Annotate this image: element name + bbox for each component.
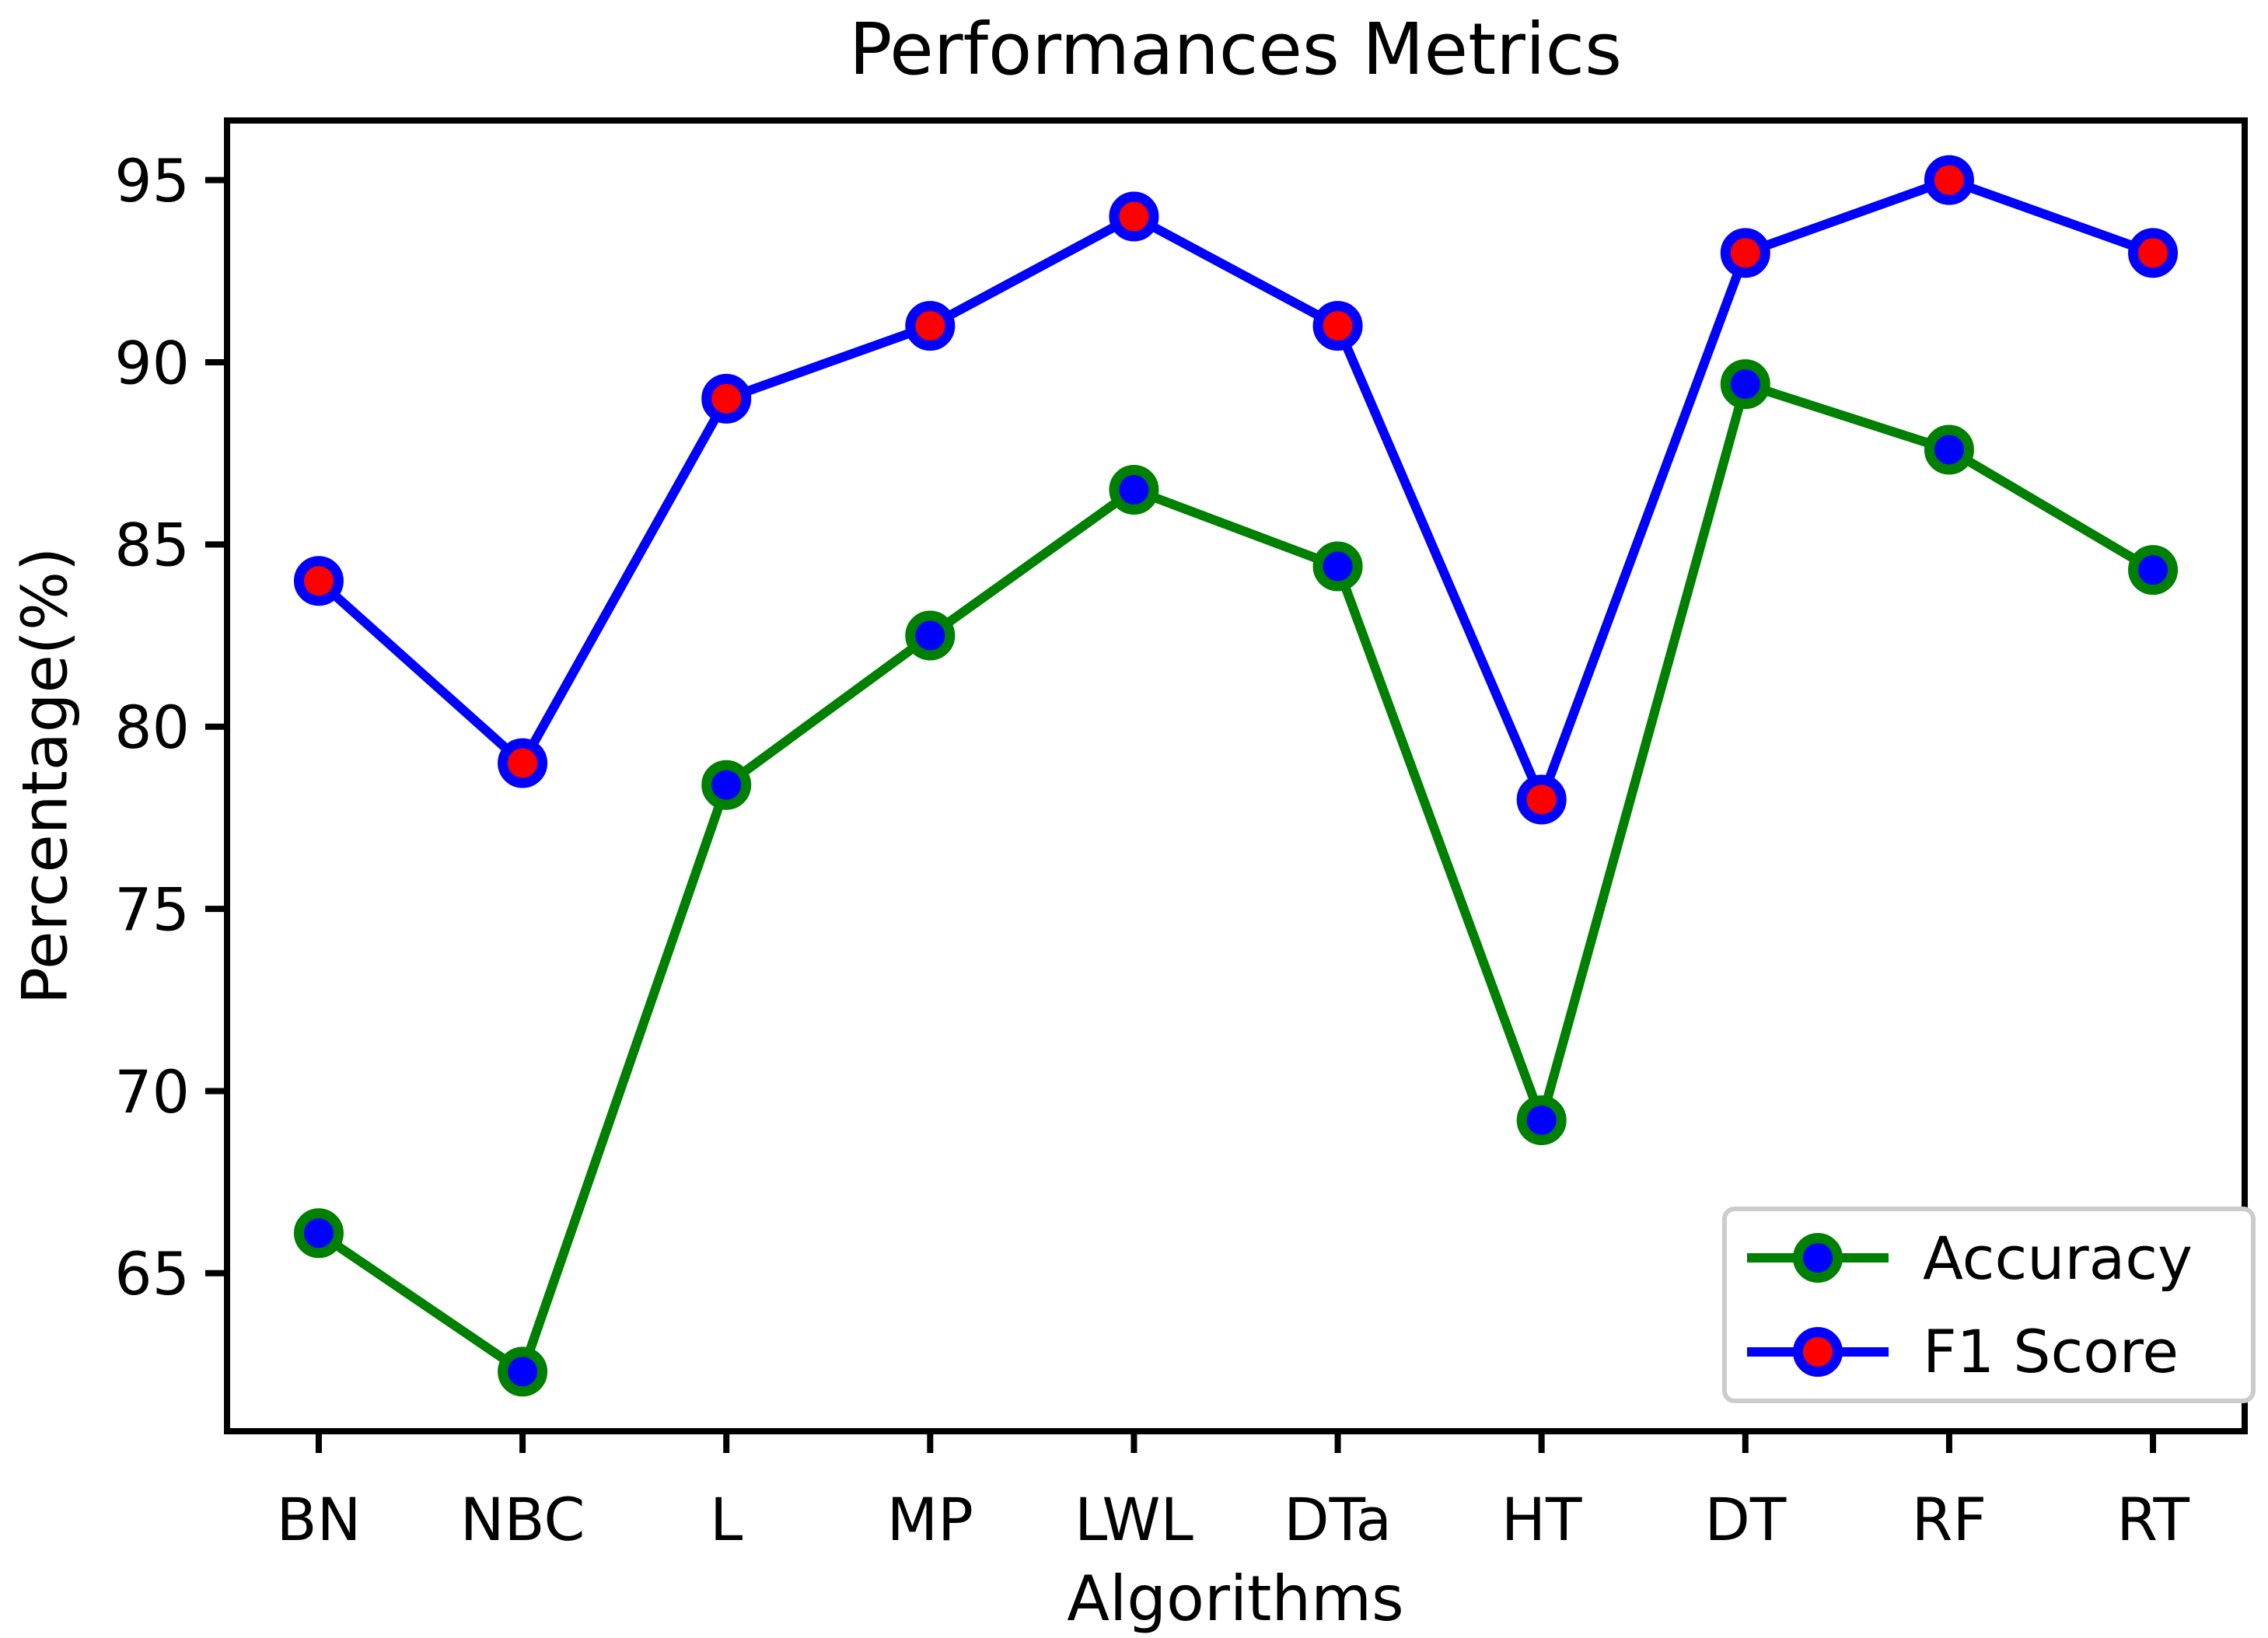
legend-row-accuracy: Accuracy — [1744, 1224, 2251, 1293]
f1-score-marker-RT — [2128, 228, 2179, 278]
y-tick-label: 65 — [114, 1239, 190, 1308]
f1-score-line — [315, 175, 2155, 805]
accuracy-marker-RT — [2128, 545, 2179, 595]
x-tick-label: RF — [1912, 1485, 1987, 1554]
x-tick-label: L — [710, 1485, 743, 1554]
y-tick-label: 70 — [114, 1057, 190, 1126]
chart-title: Performances Metrics — [848, 8, 1623, 91]
f1-score-marker-RF — [1924, 155, 1974, 205]
y-tick-label: 95 — [114, 146, 190, 215]
f1-score-marker-NBC — [498, 738, 548, 788]
legend-row-f1-score: F1 Score — [1744, 1317, 2251, 1386]
axes-frame — [224, 117, 2248, 1434]
x-tick-label: DT — [1704, 1485, 1787, 1554]
f1-score-marker-HT — [1516, 774, 1567, 825]
x-tick-label: BN — [276, 1485, 361, 1554]
y-tick-label: 85 — [114, 511, 190, 580]
x-tick-label: DTa — [1284, 1485, 1392, 1554]
f1-score-marker-DT — [1720, 228, 1770, 278]
accuracy-line — [316, 379, 2156, 1377]
x-tick-label: RT — [2116, 1485, 2189, 1554]
y-tick-label: 80 — [114, 693, 190, 762]
accuracy-marker-MP — [905, 610, 956, 661]
accuracy-marker-DT — [1720, 359, 1770, 410]
accuracy-marker-LWL — [1109, 465, 1159, 515]
f1-score-marker-DTa — [1312, 301, 1363, 351]
accuracy-marker-BN — [293, 1208, 344, 1259]
f1-score-marker-LWL — [1109, 191, 1159, 242]
y-axis-label: Percentage(%) — [9, 547, 82, 1005]
accuracy-marker-HT — [1516, 1095, 1567, 1145]
x-tick-label: LWL — [1075, 1485, 1193, 1554]
y-tick-label: 75 — [114, 875, 190, 944]
y-tick-label: 90 — [114, 328, 190, 397]
accuracy-marker-RF — [1924, 424, 1974, 475]
f1-score-marker-L — [701, 373, 752, 424]
accuracy-marker-L — [701, 760, 752, 810]
legend-marker-icon — [1793, 1233, 1843, 1284]
legend-label-f1-score: F1 Score — [1923, 1317, 2179, 1387]
f1-score-marker-BN — [293, 556, 344, 606]
accuracy-marker-DTa — [1312, 541, 1363, 592]
x-tick-label: MP — [887, 1485, 973, 1554]
x-tick-label: HT — [1501, 1485, 1582, 1554]
f1-score-legend-sample-icon — [1747, 1326, 1889, 1377]
accuracy-marker-NBC — [498, 1346, 548, 1397]
x-axis-label: Algorithms — [1067, 1563, 1404, 1635]
legend: Accuracy F1 Score — [1722, 1207, 2256, 1403]
accuracy-legend-sample-icon — [1747, 1233, 1889, 1284]
legend-marker-icon — [1793, 1326, 1843, 1377]
x-tick-label: NBC — [460, 1485, 585, 1554]
f1-score-marker-MP — [905, 301, 956, 351]
legend-label-accuracy: Accuracy — [1923, 1223, 2193, 1293]
